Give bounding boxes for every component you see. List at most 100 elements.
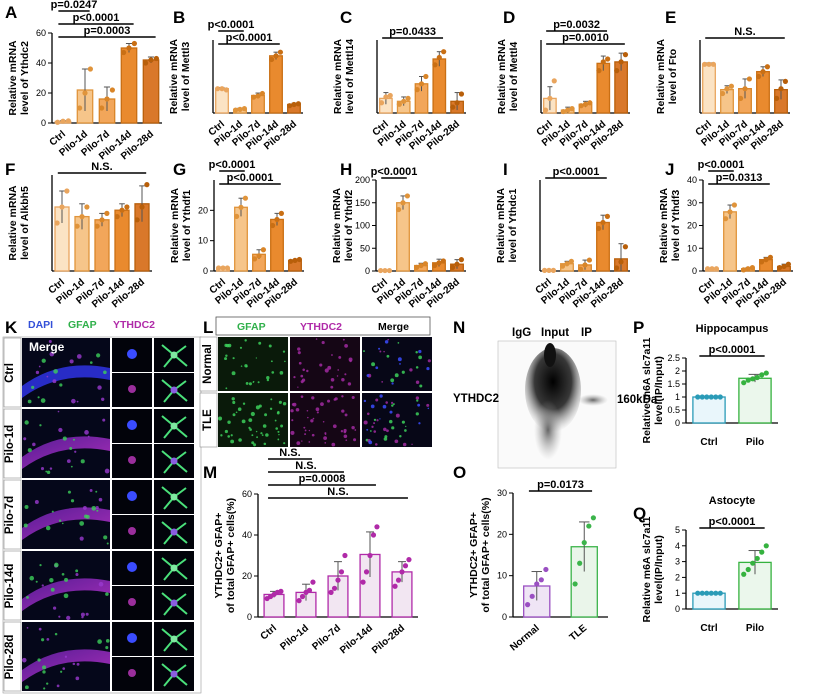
data-point xyxy=(219,86,225,92)
k-speck xyxy=(27,448,32,453)
y-axis-label: Relative mRNA xyxy=(331,187,343,263)
panel-label-P: P xyxy=(633,318,644,337)
chart-ythdc2-gfap-percent: 0 20 40 60 YTHDC2+ GFAP+ of total GFAP+ cells… xyxy=(213,447,418,656)
k-speck xyxy=(105,592,109,596)
y-axis-label: level of Ythdc2 xyxy=(19,41,31,115)
k-speck xyxy=(58,427,63,433)
data-point xyxy=(232,107,239,113)
y-tick-label: 0 xyxy=(247,612,252,622)
k-speck xyxy=(46,637,50,641)
data-point xyxy=(564,261,570,267)
l-speck xyxy=(227,420,231,424)
l-speck xyxy=(399,363,401,365)
l-speck xyxy=(306,369,309,373)
category-label: Pilo-1d xyxy=(278,623,311,653)
k-speck xyxy=(95,490,98,493)
data-point xyxy=(778,86,784,92)
significance-label: p=0.0008 xyxy=(299,473,346,485)
k-speck xyxy=(91,505,97,511)
k-speck xyxy=(34,500,39,504)
k-speck xyxy=(62,436,67,441)
panel-k-microscopy: DAPI GFAP YTHDC2 Ctrl Pilo-1d Pilo-7d Pilo-… xyxy=(2,319,202,694)
k-speck xyxy=(80,612,85,617)
l-speck xyxy=(244,364,248,368)
y-tick-label: 20 xyxy=(36,88,46,98)
bar xyxy=(396,202,410,272)
l-speck xyxy=(382,404,387,409)
y-tick-label: 0 xyxy=(675,418,680,428)
significance-label: p=0.0313 xyxy=(716,172,763,184)
l-speck xyxy=(373,430,377,433)
l-speck xyxy=(344,343,348,348)
data-point xyxy=(342,552,348,559)
l-speck xyxy=(232,357,235,360)
k-speck xyxy=(69,447,73,450)
k-speck xyxy=(43,687,46,690)
k-speck xyxy=(85,612,89,616)
l-speck xyxy=(284,360,286,363)
category-label: Pilo xyxy=(746,623,764,634)
l-speck xyxy=(264,413,268,417)
l-speck xyxy=(415,412,419,416)
k-astrocyte xyxy=(161,557,188,581)
l-speck xyxy=(397,357,402,362)
significance-label: N.S. xyxy=(279,447,300,459)
l-speck xyxy=(391,382,394,385)
l-speck xyxy=(379,350,382,353)
data-point xyxy=(754,555,760,562)
significance-label: p=0.0032 xyxy=(553,19,600,31)
panel-label-K: K xyxy=(5,318,18,337)
data-point xyxy=(370,532,377,538)
data-point xyxy=(578,103,584,109)
y-axis-label: YTHDC2+ GFAP+ xyxy=(468,512,480,598)
k-row-label: Pilo-14d xyxy=(4,564,16,609)
l-speck xyxy=(297,386,299,388)
data-point xyxy=(224,265,231,271)
data-point xyxy=(87,66,93,72)
data-point xyxy=(139,204,145,210)
significance-label: p<0.0001 xyxy=(227,172,274,184)
panel-label-N: N xyxy=(453,318,465,337)
l-speck xyxy=(282,401,287,406)
l-speck xyxy=(269,407,273,410)
y-axis-label: level of Alkbh5 xyxy=(19,186,31,260)
l-speck xyxy=(240,365,243,367)
k-astrocyte-body xyxy=(170,599,178,607)
data-point xyxy=(277,49,284,55)
chart-mettl3: Relative mRNA level of Mettl3CtrlPilo-1dP… xyxy=(168,19,303,152)
l-speck xyxy=(263,442,267,446)
significance-label: p<0.0001 xyxy=(371,166,418,178)
y-axis-label: Relative m6A slc7a11 xyxy=(641,337,653,443)
panel-n-western-blot: IgG Input IP YTHDC2 160kDa xyxy=(453,327,658,469)
y-tick-label: 10 xyxy=(687,243,697,253)
k-speck xyxy=(54,562,59,568)
l-speck xyxy=(276,411,280,415)
data-point xyxy=(546,267,552,273)
k-speck xyxy=(39,424,42,427)
l-speck xyxy=(232,413,236,417)
data-point xyxy=(59,204,65,210)
bar xyxy=(114,209,130,272)
l-speck xyxy=(218,416,223,421)
l-speck xyxy=(401,420,405,424)
data-point xyxy=(383,94,389,100)
data-point xyxy=(713,590,719,596)
k-astrocyte-body xyxy=(170,564,178,572)
data-point xyxy=(595,225,602,232)
k-speck xyxy=(59,383,63,387)
l-speck xyxy=(275,427,278,430)
data-point xyxy=(404,193,411,199)
l-speck xyxy=(395,413,400,418)
data-point xyxy=(704,590,710,596)
k-merge-label: Merge xyxy=(29,340,65,354)
data-point xyxy=(560,108,566,115)
y-tick-label: 0 xyxy=(41,118,46,128)
y-axis-label: Relative mRNA xyxy=(655,38,667,114)
y-axis-label: level(IP/Input) xyxy=(653,535,665,604)
bar xyxy=(269,55,283,114)
y-tick-label: 0 xyxy=(692,266,697,276)
l-row-tab xyxy=(199,336,218,392)
l-speck xyxy=(366,374,370,377)
l-speck xyxy=(401,370,405,374)
k-astrocyte xyxy=(161,663,188,687)
